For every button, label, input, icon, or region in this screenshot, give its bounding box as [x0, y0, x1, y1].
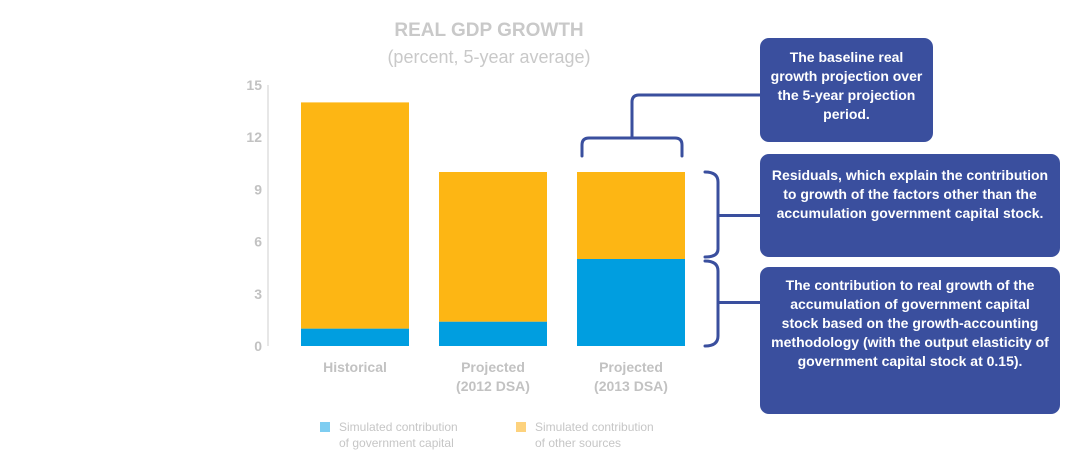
x-category-label: (2012 DSA): [456, 378, 530, 394]
x-category-label: Projected: [599, 359, 663, 375]
category-labels: Historical Projected (2012 DSA) Projected (2…: [323, 359, 668, 394]
callout-government-capital: The contribution to real growth of the a…: [760, 267, 1060, 414]
legend-swatch: [320, 422, 330, 432]
top-bracket-connector: [630, 93, 760, 138]
y-tick-label: 9: [254, 181, 262, 197]
bar-government-capital: [439, 321, 547, 346]
y-tick-label: 15: [246, 77, 262, 93]
y-tick-label: 3: [254, 286, 262, 302]
top-bracket: [580, 136, 684, 158]
callout-residuals: Residuals, which explain the contributio…: [760, 154, 1060, 257]
bar-other-sources: [577, 172, 685, 259]
capital-bracket: [703, 259, 720, 348]
legend: Simulated contribution of government capi…: [320, 420, 654, 450]
callout-baseline-growth: The baseline real growth projection over…: [760, 38, 933, 142]
legend-label: of government capital: [339, 436, 454, 450]
y-tick-label: 12: [246, 129, 262, 145]
x-category-label: (2013 DSA): [594, 378, 668, 394]
bar-other-sources: [439, 172, 547, 322]
bars: [301, 102, 685, 346]
bar-government-capital: [577, 259, 685, 346]
bar-government-capital: [301, 328, 409, 346]
legend-swatch: [516, 422, 526, 432]
y-tick-label: 6: [254, 234, 262, 250]
residuals-bracket: [703, 170, 720, 259]
chart-title: REAL GDP GROWTH: [394, 20, 583, 41]
legend-label: Simulated contribution: [339, 420, 458, 434]
bar-other-sources: [301, 102, 409, 329]
y-axis: 0 3 6 9 12 15: [246, 77, 269, 354]
x-category-label: Projected: [461, 359, 525, 375]
x-category-label: Historical: [323, 359, 387, 375]
legend-label: Simulated contribution: [535, 420, 654, 434]
y-tick-label: 0: [254, 338, 262, 354]
legend-label: of other sources: [535, 436, 621, 450]
chart-subtitle: (percent, 5-year average): [387, 47, 590, 67]
annotation-brackets: [580, 93, 760, 348]
